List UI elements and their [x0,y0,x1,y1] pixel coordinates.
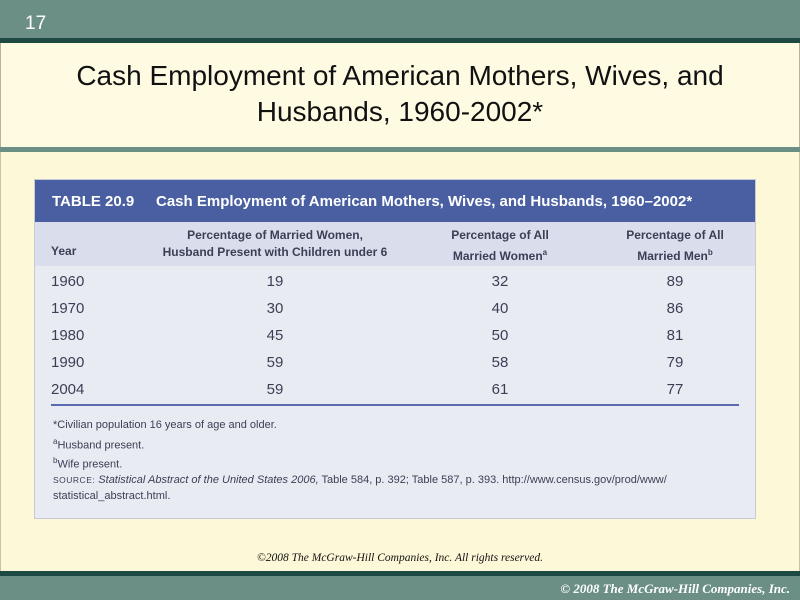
column-header-all-men: Percentage of All Married Menb [626,228,724,263]
footer-copyright: © 2008 The McGraw-Hill Companies, Inc. [560,581,790,596]
table-row: 1970 30 40 86 [35,300,755,327]
cell-all-men: 81 [666,327,684,344]
cell-year: 1980 [51,327,85,344]
cell-all-women: 32 [491,273,509,290]
top-divider [0,38,800,43]
data-table: TABLE 20.9 Cash Employment of American M… [35,180,755,518]
source-note-line2: statistical_abstract.html. [53,490,171,502]
cell-year: 1990 [51,354,85,371]
slide-number: 17 [25,13,47,34]
table-bottom-rule [51,404,739,406]
column-header-all-women: Percentage of All Married Womena [451,228,549,263]
table-row: 1990 59 58 79 [35,354,755,381]
note-b: bWife present. [53,456,123,471]
column-header-year: Year [51,244,77,258]
cell-all-men: 86 [666,300,684,317]
cell-all-men: 89 [666,273,684,290]
cell-all-men: 79 [666,354,684,371]
copyright-notice: ©2008 The McGraw-Hill Companies, Inc. Al… [257,552,543,564]
cell-year: 1970 [51,300,85,317]
table-row: 1980 45 50 81 [35,327,755,354]
cell-year: 1960 [51,273,85,290]
table-header-bar [35,180,755,222]
cell-women-children: 30 [266,300,284,317]
cell-women-children: 45 [266,327,284,344]
note-asterisk: *Civilian population 16 years of age and… [53,419,277,431]
bottom-divider [0,571,800,576]
bottom-bar [0,576,800,600]
slide-title: Cash Employment of American Mothers, Wiv… [76,60,724,127]
source-note: SOURCE: Statistical Abstract of the Unit… [53,474,667,486]
table-row: 1960 19 32 89 [35,273,755,300]
cell-all-women: 50 [491,327,509,344]
cell-women-children: 19 [266,273,284,290]
table-caption: Cash Employment of American Mothers, Wiv… [156,193,693,210]
note-a: aHusband present. [53,437,145,452]
cell-all-men: 77 [666,381,684,398]
column-header-women-with-children: Percentage of Married Women, Husband Pre… [162,228,388,259]
table-number: TABLE 20.9 [52,193,135,210]
title-divider [0,147,800,152]
title-area [0,43,800,147]
cell-year: 2004 [51,381,85,398]
cell-all-women: 58 [491,354,509,371]
top-bar [0,0,800,38]
cell-all-women: 61 [491,381,509,398]
cell-all-women: 40 [491,300,509,317]
column-header-band [35,222,755,266]
cell-women-children: 59 [266,381,284,398]
table-row: 2004 59 61 77 [35,381,755,408]
cell-women-children: 59 [266,354,284,371]
